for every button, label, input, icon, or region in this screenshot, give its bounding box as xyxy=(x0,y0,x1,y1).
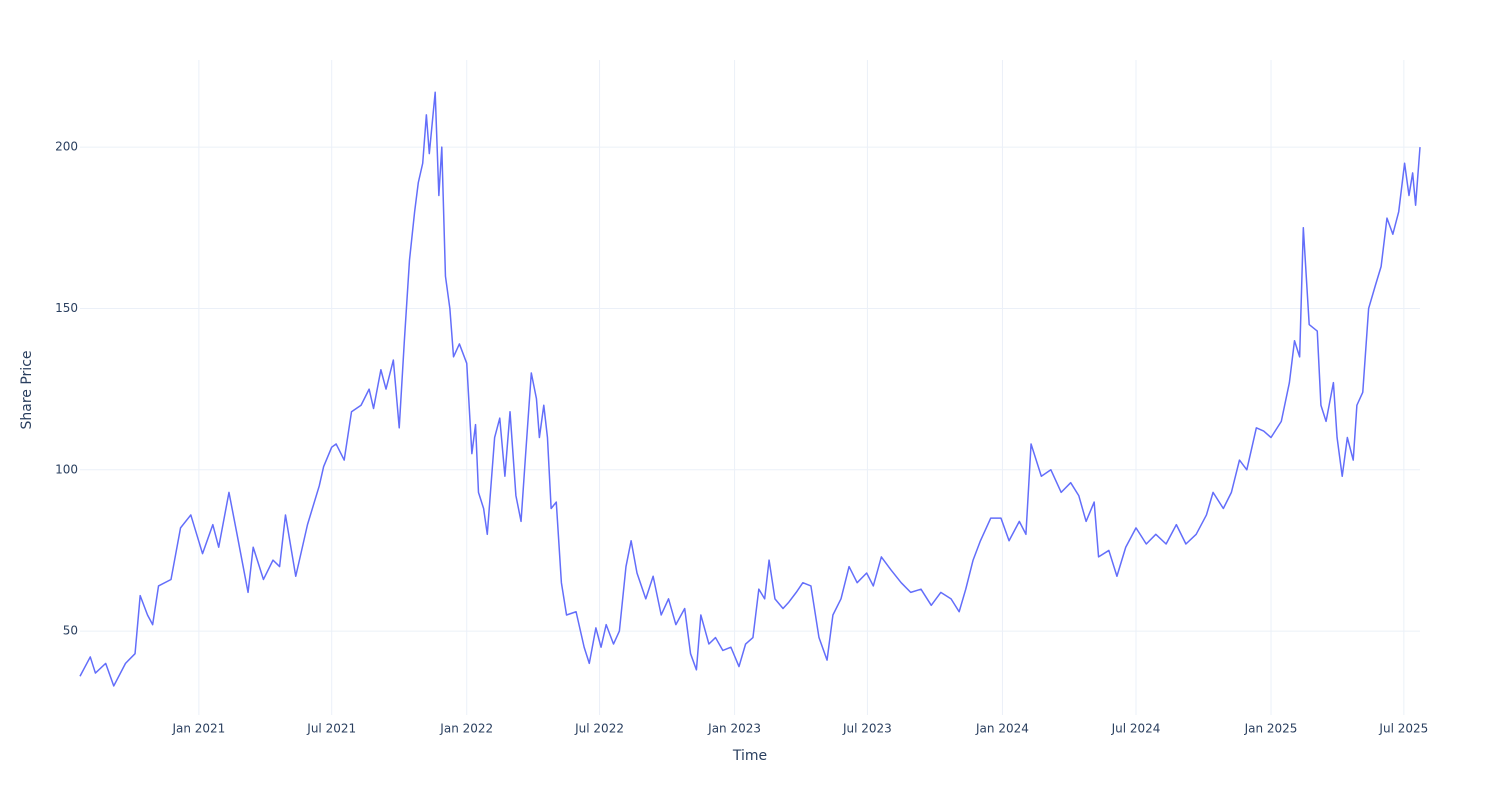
x-tick-label: Jan 2021 xyxy=(171,722,225,736)
x-tick-label: Jan 2025 xyxy=(1244,722,1298,736)
x-tick-label: Jan 2022 xyxy=(439,722,493,736)
x-tick-label: Jul 2022 xyxy=(574,722,624,736)
x-tick-label: Jul 2024 xyxy=(1111,722,1161,736)
y-tick-label: 150 xyxy=(55,301,78,315)
x-axis-title: Time xyxy=(732,748,767,764)
x-tick-label: Jan 2024 xyxy=(975,722,1029,736)
x-tick-label: Jul 2021 xyxy=(306,722,356,736)
y-tick-label: 100 xyxy=(55,462,78,476)
x-tick-label: Jan 2023 xyxy=(707,722,761,736)
x-tick-label: Jul 2023 xyxy=(842,722,892,736)
x-tick-label: Jul 2025 xyxy=(1378,722,1428,736)
y-axis-title: Share Price xyxy=(19,350,35,429)
y-tick-label: 50 xyxy=(63,624,78,638)
price-line xyxy=(79,91,1421,687)
y-tick-label: 200 xyxy=(55,140,78,154)
